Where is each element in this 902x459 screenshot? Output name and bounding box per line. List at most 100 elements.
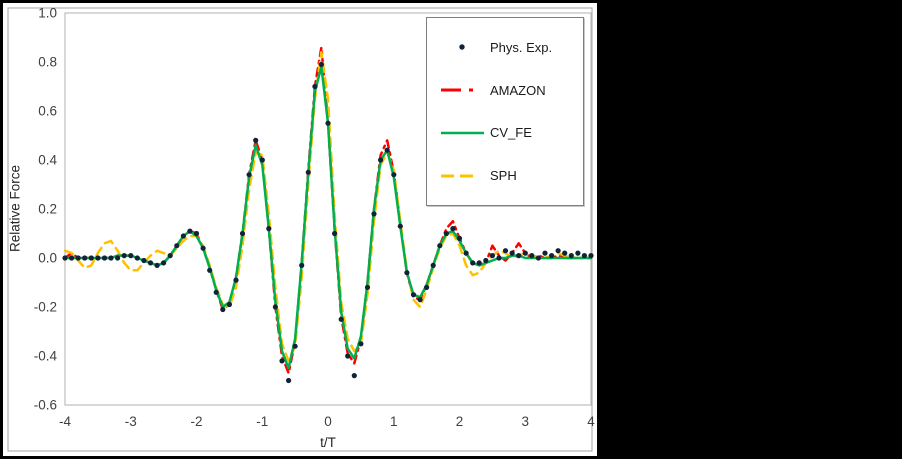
data-point-phys-exp-: [239, 230, 246, 237]
data-point-phys-exp-: [496, 255, 502, 261]
y-tick-label: -0.4: [34, 349, 58, 364]
data-point-phys-exp-: [489, 253, 495, 259]
data-point-phys-exp-: [476, 260, 482, 266]
data-point-phys-exp-: [272, 304, 278, 310]
y-tick-label: 0.8: [38, 55, 57, 70]
data-point-phys-exp-: [424, 284, 430, 290]
x-axis-title: t/T: [320, 435, 336, 450]
y-tick-label: -0.6: [34, 398, 57, 413]
data-point-phys-exp-: [410, 292, 417, 298]
data-point-phys-exp-: [568, 253, 574, 259]
data-point-phys-exp-: [397, 223, 403, 229]
data-point-phys-exp-: [443, 230, 449, 237]
x-tick-label: -4: [59, 414, 71, 429]
y-tick-label: 1.0: [38, 6, 57, 21]
x-tick-label: 1: [390, 414, 398, 429]
x-tick-label: -2: [190, 414, 202, 429]
data-point-phys-exp-: [193, 230, 200, 237]
x-tick-label: 4: [587, 414, 595, 429]
data-point-phys-exp-: [213, 289, 219, 295]
data-point-phys-exp-: [147, 260, 154, 266]
data-point-phys-exp-: [246, 172, 252, 178]
data-point-phys-exp-: [555, 248, 561, 254]
data-point-phys-exp-: [345, 353, 351, 359]
data-point-phys-exp-: [391, 172, 397, 178]
dashed-line-marker-icon: [441, 174, 473, 178]
dash-dot-line-marker-icon: [441, 88, 473, 92]
y-tick-label: 0.6: [38, 104, 57, 119]
data-point-phys-exp-: [75, 255, 81, 261]
chart-border: [7, 7, 593, 452]
y-tick-label: -0.2: [34, 300, 57, 315]
data-point-phys-exp-: [430, 262, 436, 268]
data-point-phys-exp-: [318, 61, 324, 68]
data-point-phys-exp-: [358, 341, 364, 347]
data-point-phys-exp-: [575, 250, 581, 256]
data-point-phys-exp-: [371, 211, 377, 217]
data-point-phys-exp-: [69, 255, 75, 261]
x-tick-label: -1: [256, 414, 268, 429]
x-tick-label: 3: [521, 414, 529, 429]
x-tick-label: 0: [324, 414, 332, 429]
x-tick-label: -3: [125, 414, 137, 429]
legend-label: SPH: [490, 168, 517, 184]
data-point-phys-exp-: [174, 243, 180, 249]
data-point-phys-exp-: [417, 297, 423, 303]
data-point-phys-exp-: [134, 255, 140, 261]
data-point-phys-exp-: [121, 253, 127, 259]
scatter-dot-marker-icon: [459, 44, 465, 51]
data-point-phys-exp-: [325, 120, 331, 126]
data-point-phys-exp-: [220, 306, 226, 313]
series-line-sph: [63, 50, 593, 363]
data-point-phys-exp-: [470, 260, 476, 266]
data-point-phys-exp-: [279, 358, 285, 364]
data-point-phys-exp-: [437, 243, 443, 249]
data-point-phys-exp-: [233, 277, 239, 283]
data-point-phys-exp-: [338, 316, 344, 322]
legend-item-phys-exp: Phys. Exp.: [439, 40, 581, 55]
data-point-phys-exp-: [483, 257, 489, 264]
data-point-phys-exp-: [332, 230, 338, 237]
data-point-phys-exp-: [549, 253, 555, 259]
data-point-phys-exp-: [364, 284, 371, 290]
legend-item-cv-fe: CV_FE: [439, 125, 581, 140]
solid-line-marker-icon: [441, 131, 484, 135]
data-point-phys-exp-: [305, 169, 311, 175]
data-point-phys-exp-: [82, 255, 88, 261]
data-point-phys-exp-: [351, 373, 357, 379]
data-point-phys-exp-: [259, 157, 265, 163]
data-point-phys-exp-: [128, 253, 134, 259]
data-point-phys-exp-: [226, 301, 232, 308]
data-point-phys-exp-: [299, 262, 305, 268]
data-point-phys-exp-: [187, 228, 193, 234]
legend-item-amazon: AMAZON: [439, 83, 581, 98]
data-point-phys-exp-: [180, 233, 186, 239]
data-point-phys-exp-: [562, 250, 568, 256]
data-point-phys-exp-: [266, 226, 272, 232]
y-tick-label: 0.4: [38, 153, 57, 168]
data-point-phys-exp-: [286, 377, 292, 384]
data-point-phys-exp-: [529, 253, 535, 259]
y-tick-label: 0.0: [38, 251, 57, 266]
data-point-phys-exp-: [62, 255, 68, 261]
data-point-phys-exp-: [378, 157, 384, 163]
y-axis-title: Relative Force: [7, 164, 23, 253]
data-point-phys-exp-: [200, 245, 206, 251]
data-point-phys-exp-: [154, 262, 160, 268]
data-point-phys-exp-: [141, 257, 147, 264]
data-point-phys-exp-: [588, 253, 594, 259]
data-point-phys-exp-: [108, 255, 114, 261]
data-point-phys-exp-: [101, 255, 108, 261]
chart-panel: 1.0 0.8 0.6 0.4 0.2 0.0 -0.2 -0.4 -0.6 -4 -3 -2 -1 0 1…: [3, 3, 597, 456]
data-point-phys-exp-: [509, 250, 515, 256]
data-point-phys-exp-: [404, 270, 410, 276]
data-point-phys-exp-: [312, 83, 318, 90]
data-point-phys-exp-: [207, 267, 213, 273]
data-point-phys-exp-: [450, 226, 456, 232]
data-point-phys-exp-: [522, 250, 528, 256]
data-point-phys-exp-: [161, 260, 167, 266]
data-point-phys-exp-: [167, 253, 173, 259]
data-point-phys-exp-: [456, 235, 463, 241]
data-point-phys-exp-: [253, 137, 259, 143]
legend-label: AMAZON: [490, 82, 546, 98]
